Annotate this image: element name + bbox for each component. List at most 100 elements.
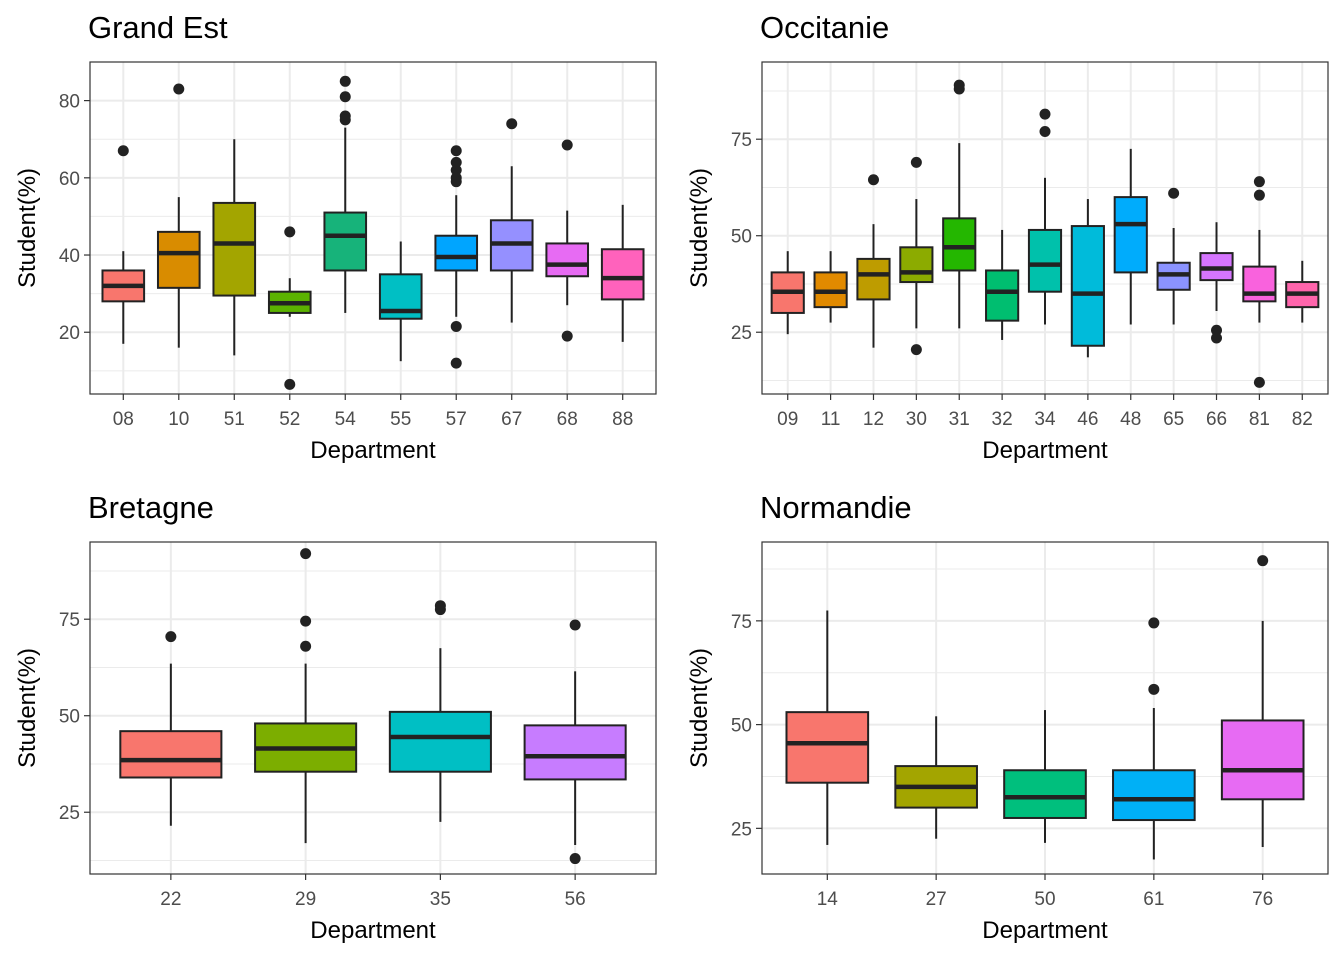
x-tick-label: 27	[926, 889, 947, 910]
box-body	[899, 246, 934, 284]
outlier-point	[284, 226, 296, 238]
x-tick-label: 46	[1077, 409, 1098, 430]
box-body	[545, 242, 590, 278]
box-22	[119, 631, 223, 826]
outlier-point	[339, 114, 351, 126]
box-82	[1285, 260, 1320, 323]
outlier-point	[506, 118, 518, 130]
x-tick-label: 68	[557, 409, 578, 430]
box-body	[856, 257, 891, 301]
outlier-point	[1039, 125, 1051, 137]
y-tick-label: 50	[731, 716, 752, 737]
plot-background	[90, 542, 656, 874]
outlier-point	[300, 640, 312, 652]
outlier-point	[1211, 324, 1223, 336]
box-32	[985, 229, 1020, 340]
outlier-point	[434, 604, 446, 616]
y-tick-label: 80	[59, 92, 80, 113]
y-axis-label: Student(%)	[686, 648, 713, 768]
x-axis-label: Department	[982, 437, 1108, 464]
box-body	[1220, 719, 1305, 801]
box-body	[785, 711, 870, 784]
panel-grand-est: 20 40 60 80 08 10 51 52 54 55 57 67 68 88 Grand Est Dep…	[14, 10, 657, 464]
outlier-point	[867, 174, 879, 186]
box-51	[212, 139, 257, 356]
outlier-point	[953, 83, 965, 95]
panel-title: Grand Est	[88, 10, 228, 45]
box-body	[212, 201, 257, 297]
outlier-point	[339, 75, 351, 87]
outlier-point	[561, 330, 573, 342]
box-body	[323, 211, 368, 272]
box-88	[600, 204, 645, 342]
x-tick-label: 51	[224, 409, 245, 430]
panel-normandie: 25 50 75 14 27 50 61 76 Normandie Department Stude…	[686, 490, 1329, 944]
x-tick-label: 57	[446, 409, 467, 430]
box-body	[985, 269, 1020, 322]
x-tick-label: 35	[430, 889, 451, 910]
panel-title: Occitanie	[760, 10, 889, 45]
outlier-point	[910, 156, 922, 168]
box-body	[119, 730, 223, 779]
box-12	[856, 174, 891, 348]
x-tick-label: 11	[821, 409, 841, 430]
x-tick-label: 65	[1163, 409, 1184, 430]
x-tick-label: 48	[1120, 409, 1141, 430]
x-tick-label: 56	[565, 889, 586, 910]
box-08	[101, 145, 146, 344]
outlier-point	[1148, 617, 1160, 629]
box-35	[388, 600, 492, 822]
box-body	[1070, 225, 1105, 347]
plot-background	[90, 62, 656, 394]
box-31	[942, 79, 977, 329]
x-tick-label: 88	[612, 409, 633, 430]
box-65	[1156, 187, 1191, 325]
y-tick-label: 20	[59, 323, 80, 344]
box-67	[489, 118, 534, 323]
outlier-point	[1039, 108, 1051, 120]
box-10	[156, 83, 201, 348]
x-tick-label: 54	[335, 409, 357, 430]
outlier-point	[450, 145, 462, 157]
box-body	[434, 234, 479, 272]
y-tick-label: 40	[59, 246, 80, 267]
x-tick-label: 67	[501, 409, 522, 430]
box-11	[813, 251, 848, 323]
outlier-point	[561, 139, 573, 151]
box-48	[1113, 148, 1148, 325]
x-axis-label: Department	[982, 917, 1108, 944]
outlier-point	[1148, 683, 1160, 695]
box-body	[388, 710, 492, 773]
box-81	[1242, 176, 1277, 388]
x-axis-label: Department	[310, 917, 436, 944]
y-tick-label: 75	[731, 612, 752, 633]
outlier-point	[300, 548, 312, 560]
box-56	[523, 619, 627, 865]
box-14	[785, 610, 870, 845]
outlier-point	[1168, 187, 1180, 199]
y-axis-label: Student(%)	[14, 648, 41, 768]
x-axis-label: Department	[310, 437, 436, 464]
outlier-point	[450, 320, 462, 332]
box-09	[770, 251, 805, 335]
outlier-point	[1211, 332, 1223, 344]
box-61	[1112, 617, 1196, 860]
outlier-point	[1253, 189, 1265, 201]
x-tick-label: 08	[113, 409, 134, 430]
x-tick-label: 29	[295, 889, 316, 910]
box-body	[1242, 265, 1277, 303]
x-tick-label: 14	[817, 889, 839, 910]
box-body	[523, 724, 627, 781]
box-52	[267, 226, 312, 390]
y-tick-label: 25	[59, 803, 80, 824]
y-tick-label: 75	[59, 610, 80, 631]
outlier-point	[173, 83, 185, 95]
outlier-point	[569, 619, 581, 631]
y-tick-label: 60	[59, 169, 80, 190]
box-body	[156, 230, 201, 289]
box-body	[600, 248, 645, 301]
outlier-point	[910, 344, 922, 356]
box-30	[899, 156, 934, 356]
x-tick-label: 81	[1249, 409, 1270, 430]
y-axis-label: Student(%)	[686, 168, 713, 288]
